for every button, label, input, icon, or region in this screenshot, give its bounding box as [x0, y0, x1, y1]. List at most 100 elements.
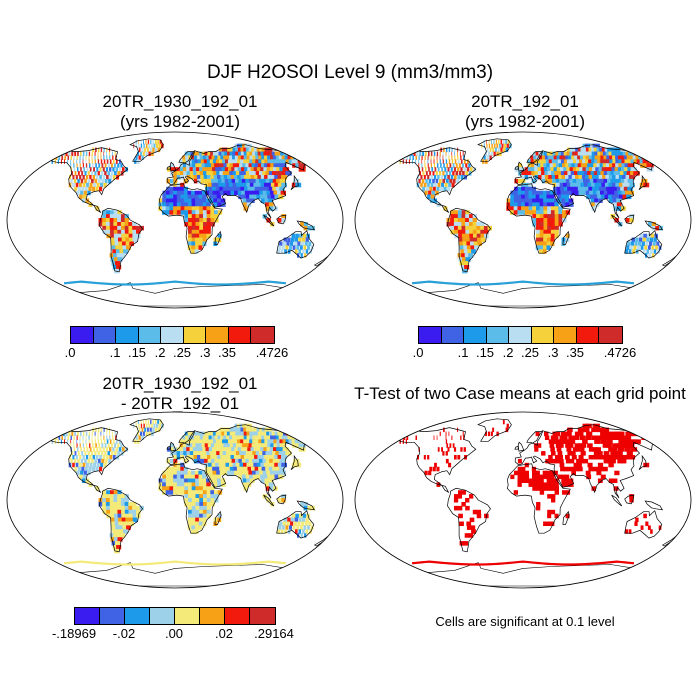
grid-cell — [195, 210, 200, 215]
grid-cell — [254, 163, 261, 168]
grid-cell — [597, 171, 603, 176]
grid-cell — [259, 190, 265, 196]
grid-cell — [82, 462, 86, 468]
grid-cell — [262, 171, 269, 176]
grid-cell — [274, 175, 281, 180]
grid-cell — [455, 171, 458, 176]
grid-cell — [188, 218, 193, 223]
grid-cell — [191, 478, 196, 483]
grid-cell — [233, 175, 240, 180]
grid-cell — [113, 253, 119, 258]
grid-cell — [118, 245, 124, 250]
grid-cell — [550, 474, 555, 480]
grid-cell — [473, 167, 476, 172]
grid-cell — [514, 194, 519, 200]
grid-cell — [72, 462, 75, 468]
grid-cell — [82, 443, 84, 448]
grid-cell — [566, 431, 572, 437]
grid-cell — [551, 225, 556, 231]
grid-cell — [465, 505, 470, 511]
grid-cell — [556, 182, 561, 188]
grid-cell — [307, 225, 312, 231]
grid-cell — [428, 178, 432, 184]
grid-cell — [182, 435, 187, 440]
grid-cell — [203, 214, 208, 219]
grid-cell — [577, 171, 583, 176]
grid-cell — [307, 245, 310, 250]
grid-cell — [542, 194, 548, 200]
grid-cell — [221, 167, 227, 172]
grid-cell — [613, 451, 620, 456]
grid-cell — [195, 198, 200, 203]
grid-cell — [75, 175, 78, 180]
grid-cell — [499, 151, 502, 157]
grid-cell — [295, 513, 299, 519]
grid-cell — [602, 455, 608, 460]
grid-cell — [550, 435, 556, 440]
grid-cell — [453, 447, 457, 452]
coastline-borneo — [624, 494, 635, 505]
grid-cell — [263, 194, 269, 200]
grid-cell — [442, 155, 444, 160]
grid-cell — [448, 155, 450, 160]
grid-cell — [195, 167, 201, 172]
grid-cell — [415, 159, 417, 164]
grid-cell — [214, 458, 220, 464]
grid-cell — [465, 498, 470, 503]
map-outline — [354, 411, 692, 589]
grid-cell — [457, 159, 460, 164]
grid-cell — [461, 229, 467, 235]
grid-cell — [582, 167, 588, 172]
colorbar-box — [441, 327, 464, 343]
grid-cell — [199, 229, 204, 235]
grid-cell — [92, 175, 96, 180]
coastline-africa — [506, 183, 571, 254]
grid-cell — [596, 190, 602, 196]
grid-cell — [608, 175, 615, 180]
grid-cell — [114, 537, 119, 542]
grid-cell — [110, 517, 116, 523]
grid-cell — [593, 451, 600, 456]
grid-cell — [472, 225, 478, 231]
grid-cell — [570, 182, 575, 188]
colorbar-tick-label: .25 — [172, 345, 192, 360]
grid-cell — [97, 451, 100, 456]
grid-cell — [580, 182, 586, 188]
grid-cell — [215, 151, 221, 157]
grid-cell — [608, 194, 614, 200]
grid-cell — [187, 525, 192, 530]
grid-cell — [570, 439, 576, 444]
grid-cell — [457, 155, 459, 160]
grid-cell — [200, 439, 206, 444]
grid-cell — [460, 155, 462, 160]
grid-cell — [254, 186, 260, 192]
grid-cell — [114, 257, 119, 262]
grid-cell — [269, 206, 275, 211]
grid-cell — [191, 222, 197, 227]
grid-cell — [184, 218, 189, 223]
grid-cell — [492, 427, 495, 433]
grid-cell — [81, 171, 84, 176]
grid-cell — [273, 167, 280, 172]
grid-cell — [199, 210, 204, 215]
grid-cell — [298, 529, 302, 534]
grid-cell — [114, 171, 117, 176]
grid-cell — [187, 190, 192, 196]
grid-cell — [461, 233, 467, 239]
grid-cell — [533, 159, 538, 164]
grid-cell — [554, 159, 560, 164]
panel-1-title-line2: (yrs 1982-2001) — [119, 112, 240, 131]
grid-cell — [180, 466, 185, 472]
grid-cell — [551, 159, 557, 164]
grid-cell — [176, 175, 181, 180]
grid-cell — [85, 435, 87, 440]
grid-cell — [532, 210, 537, 215]
grid-cell — [641, 241, 645, 246]
grid-cell — [541, 175, 546, 180]
grid-cell — [112, 167, 115, 172]
colorbar-box — [161, 327, 184, 343]
grid-cell — [630, 447, 638, 452]
grid-cell — [213, 194, 218, 200]
grid-cell — [581, 175, 588, 180]
grid-cell — [80, 178, 84, 184]
